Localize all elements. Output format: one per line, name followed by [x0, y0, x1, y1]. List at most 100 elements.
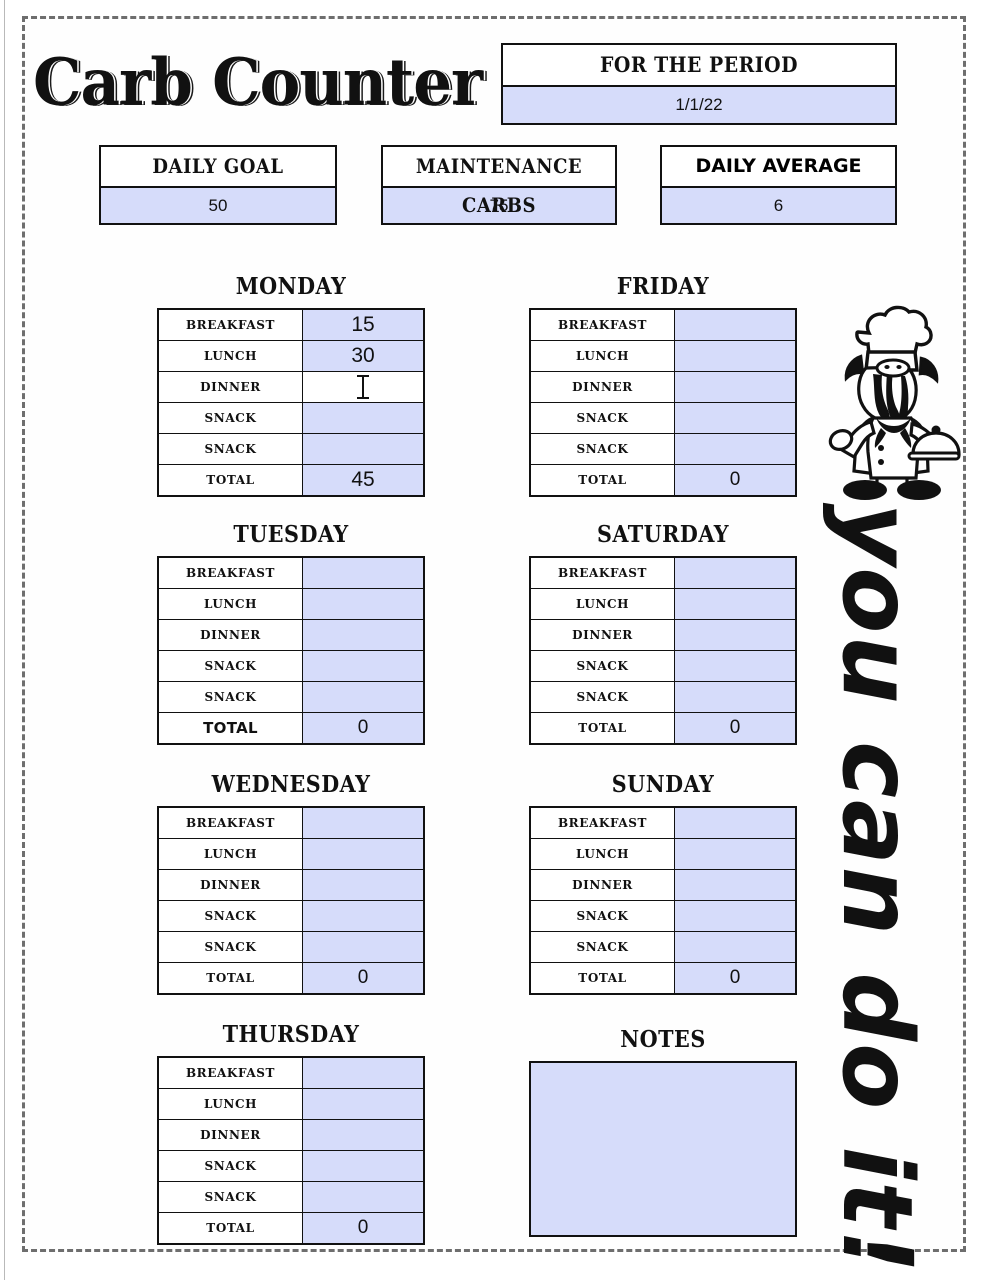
cell-saturday-snack-2[interactable] — [674, 681, 797, 713]
table-row: SNACK — [529, 681, 797, 713]
row-label-lunch: LUNCH — [529, 838, 675, 870]
motivational-slogan: you can do it! — [797, 503, 957, 1275]
table-row: LUNCH 30 — [157, 340, 425, 372]
row-label-snack-1: SNACK — [529, 650, 675, 682]
cell-wednesday-breakfast[interactable] — [302, 806, 425, 839]
row-label-snack-2: SNACK — [157, 681, 303, 713]
cell-thursday-breakfast[interactable] — [302, 1056, 425, 1089]
cell-thursday-snack-2[interactable] — [302, 1181, 425, 1213]
cell-thursday-snack-1[interactable] — [302, 1150, 425, 1182]
day-title-wednesday: WEDNESDAY — [211, 771, 371, 798]
row-label-snack-1: SNACK — [157, 402, 303, 434]
cell-tuesday-snack-1[interactable] — [302, 650, 425, 682]
table-row: DINNER — [529, 371, 797, 403]
cell-friday-snack-2[interactable] — [674, 433, 797, 465]
cell-monday-dinner[interactable] — [302, 371, 425, 403]
row-label-snack-2: SNACK — [529, 931, 675, 963]
day-table-friday: BREAKFAST LUNCH DINNER SNACK SNACK TOTAL… — [529, 308, 797, 497]
cell-monday-lunch[interactable]: 30 — [302, 340, 425, 372]
day-block-tuesday: TUESDAY BREAKFAST LUNCH DINNER SNACK SNA… — [157, 521, 425, 745]
cell-sunday-breakfast[interactable] — [674, 806, 797, 839]
table-row: SNACK — [157, 1150, 425, 1182]
cell-monday-snack-1[interactable] — [302, 402, 425, 434]
period-value-input[interactable]: 1/1/22 — [503, 87, 895, 123]
chef-cow-icon — [821, 300, 961, 500]
day-title-saturday: SATURDAY — [596, 521, 730, 548]
cell-sunday-dinner[interactable] — [674, 869, 797, 901]
stat-daily-average: DAILY AVERAGE 6 — [660, 145, 897, 225]
row-label-snack-2: SNACK — [529, 433, 675, 465]
table-row: TOTAL 0 — [157, 1212, 425, 1245]
day-block-wednesday: WEDNESDAY BREAKFAST LUNCH DINNER SNACK S… — [157, 771, 425, 995]
row-label-dinner: DINNER — [157, 371, 303, 403]
cell-friday-lunch[interactable] — [674, 340, 797, 372]
row-label-breakfast: BREAKFAST — [157, 556, 303, 589]
table-row: BREAKFAST 15 — [157, 308, 425, 341]
day-block-saturday: SATURDAY BREAKFAST LUNCH DINNER SNACK SN… — [529, 521, 797, 745]
motivational-slogan-text: you can do it! — [821, 502, 933, 1276]
cell-monday-snack-2[interactable] — [302, 433, 425, 465]
table-row: SNACK — [157, 402, 425, 434]
cell-monday-breakfast[interactable]: 15 — [302, 308, 425, 341]
cell-friday-snack-1[interactable] — [674, 402, 797, 434]
row-label-snack-2: SNACK — [529, 681, 675, 713]
stat-daily-goal-input[interactable]: 50 — [101, 188, 335, 223]
table-row: LUNCH — [529, 838, 797, 870]
cell-wednesday-snack-2[interactable] — [302, 931, 425, 963]
row-label-breakfast: BREAKFAST — [529, 308, 675, 341]
day-table-monday: BREAKFAST 15 LUNCH 30 DINNER SNACK SNACK T… — [157, 308, 425, 497]
row-label-dinner: DINNER — [529, 619, 675, 651]
worksheet-page: Carb Counter FOR THE PERIOD 1/1/22 DAILY… — [22, 16, 966, 1275]
cell-tuesday-lunch[interactable] — [302, 588, 425, 620]
day-table-tuesday: BREAKFAST LUNCH DINNER SNACK SNACK TOTAL… — [157, 556, 425, 745]
cell-sunday-lunch[interactable] — [674, 838, 797, 870]
table-row: SNACK — [157, 931, 425, 963]
stat-maintenance-carbs-input[interactable]: 75 — [383, 188, 615, 223]
stat-daily-average-value: 6 — [662, 188, 895, 223]
row-label-breakfast: BREAKFAST — [157, 1056, 303, 1089]
row-label-snack-1: SNACK — [157, 650, 303, 682]
cell-thursday-dinner[interactable] — [302, 1119, 425, 1151]
row-label-dinner: DINNER — [529, 869, 675, 901]
cell-saturday-snack-1[interactable] — [674, 650, 797, 682]
cell-friday-total: 0 — [674, 464, 797, 497]
cell-friday-breakfast[interactable] — [674, 308, 797, 341]
notes-textarea[interactable] — [529, 1061, 797, 1237]
table-row: SNACK — [157, 433, 425, 465]
cell-wednesday-snack-1[interactable] — [302, 900, 425, 932]
stat-daily-goal: DAILY GOAL 50 — [99, 145, 337, 225]
row-label-lunch: LUNCH — [529, 588, 675, 620]
table-row: LUNCH — [157, 1088, 425, 1120]
day-table-saturday: BREAKFAST LUNCH DINNER SNACK SNACK TOTAL… — [529, 556, 797, 745]
table-row: SNACK — [529, 433, 797, 465]
table-row: SNACK — [157, 900, 425, 932]
cell-monday-total: 45 — [302, 464, 425, 497]
cell-friday-dinner[interactable] — [674, 371, 797, 403]
cell-saturday-lunch[interactable] — [674, 588, 797, 620]
cell-sunday-snack-2[interactable] — [674, 931, 797, 963]
day-table-sunday: BREAKFAST LUNCH DINNER SNACK SNACK TOTAL… — [529, 806, 797, 995]
row-label-snack-1: SNACK — [529, 900, 675, 932]
row-label-total: TOTAL — [529, 464, 675, 497]
cell-thursday-total: 0 — [302, 1212, 425, 1245]
cell-tuesday-snack-2[interactable] — [302, 681, 425, 713]
row-label-breakfast: BREAKFAST — [157, 308, 303, 341]
table-row: DINNER — [529, 869, 797, 901]
table-row: TOTAL 0 — [157, 962, 425, 995]
period-header: FOR THE PERIOD — [503, 45, 895, 87]
table-row: TOTAL 0 — [529, 712, 797, 745]
table-row: BREAKFAST — [157, 1056, 425, 1089]
row-label-snack-2: SNACK — [157, 931, 303, 963]
notes-block: NOTES — [529, 1026, 797, 1237]
row-label-total: TOTAL — [529, 712, 675, 745]
cell-saturday-breakfast[interactable] — [674, 556, 797, 589]
table-row: BREAKFAST — [157, 556, 425, 589]
cell-tuesday-breakfast[interactable] — [302, 556, 425, 589]
cell-sunday-snack-1[interactable] — [674, 900, 797, 932]
cell-tuesday-dinner[interactable] — [302, 619, 425, 651]
cell-wednesday-dinner[interactable] — [302, 869, 425, 901]
cell-saturday-dinner[interactable] — [674, 619, 797, 651]
cell-wednesday-lunch[interactable] — [302, 838, 425, 870]
stat-daily-goal-label: DAILY GOAL — [101, 147, 335, 188]
cell-thursday-lunch[interactable] — [302, 1088, 425, 1120]
